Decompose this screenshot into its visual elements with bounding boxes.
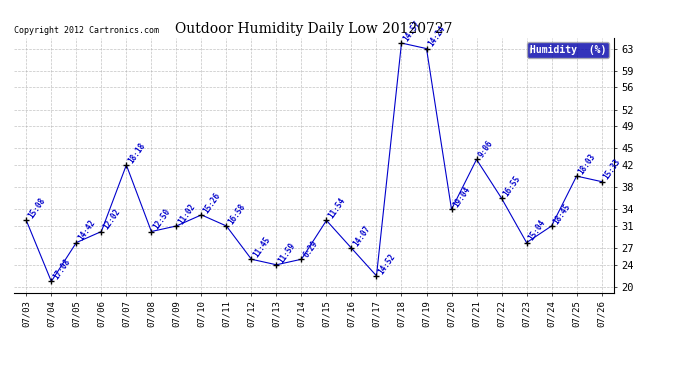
Text: 17:08: 17:08 xyxy=(51,257,72,281)
Text: 11:59: 11:59 xyxy=(277,241,297,265)
Title: Outdoor Humidity Daily Low 20120727: Outdoor Humidity Daily Low 20120727 xyxy=(175,22,453,36)
Text: 15:04: 15:04 xyxy=(526,219,547,243)
Text: 15:08: 15:08 xyxy=(26,196,47,220)
Text: 15:33: 15:33 xyxy=(602,158,622,182)
Text: 15:26: 15:26 xyxy=(201,191,222,215)
Text: 16:55: 16:55 xyxy=(502,174,522,198)
Text: 12:02: 12:02 xyxy=(101,207,122,231)
Text: 14:07: 14:07 xyxy=(351,224,372,248)
Text: 14:52: 14:52 xyxy=(377,252,397,276)
Text: 18:03: 18:03 xyxy=(577,152,598,176)
Text: Copyright 2012 Cartronics.com: Copyright 2012 Cartronics.com xyxy=(14,26,159,35)
Text: 19:04: 19:04 xyxy=(451,185,472,209)
Text: 6:29: 6:29 xyxy=(302,239,319,259)
Text: 14:57: 14:57 xyxy=(402,19,422,43)
Text: 14:42: 14:42 xyxy=(77,219,97,243)
Text: 11:45: 11:45 xyxy=(251,235,272,259)
Text: 16:58: 16:58 xyxy=(226,202,247,226)
Text: 14:24: 14:24 xyxy=(426,24,447,49)
Text: 11:02: 11:02 xyxy=(177,202,197,226)
Text: 18:45: 18:45 xyxy=(551,202,572,226)
Text: 12:50: 12:50 xyxy=(151,207,172,231)
Text: 18:18: 18:18 xyxy=(126,141,147,165)
Text: 11:54: 11:54 xyxy=(326,196,347,220)
Text: 9:06: 9:06 xyxy=(477,139,495,159)
Legend: Humidity  (%): Humidity (%) xyxy=(527,42,609,58)
